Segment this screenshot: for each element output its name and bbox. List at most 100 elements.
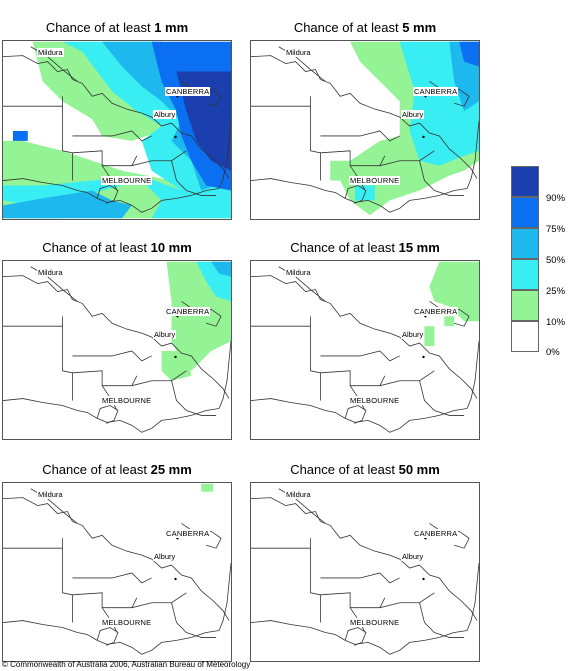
town-marker	[174, 355, 177, 359]
boundary-line	[310, 316, 321, 401]
probability-area	[3, 175, 231, 219]
panel-title: Chance of at least 25 mm	[42, 462, 192, 477]
boundary-line	[344, 405, 367, 424]
boundary-line	[251, 178, 468, 213]
boundary-line	[3, 620, 220, 655]
boundary-line	[3, 178, 220, 213]
legend-swatch-25	[511, 259, 539, 290]
probability-area	[161, 350, 192, 381]
panel-title: Chance of at least 1 mm	[45, 20, 189, 35]
boundary-line	[72, 150, 138, 167]
town-marker	[422, 577, 425, 581]
boundary-line	[72, 572, 152, 584]
probability-area	[429, 261, 479, 322]
boundary-line	[3, 497, 230, 621]
boundary-line	[62, 538, 73, 623]
probability-area	[3, 190, 132, 219]
boundary-line	[72, 350, 152, 362]
boundary-line	[320, 592, 386, 609]
boundary-line	[379, 150, 435, 167]
legend-swatch-75	[511, 197, 539, 228]
boundary-line	[72, 592, 138, 609]
legend-swatch-0	[511, 321, 539, 352]
probability-area	[12, 130, 28, 141]
place-label-melbourne: MELBOURNE	[101, 176, 153, 185]
legend-label-25: 25%	[546, 286, 566, 297]
town-marker	[174, 135, 177, 139]
probability-area	[424, 326, 435, 347]
boundary-line	[72, 370, 138, 387]
legend-label-75: 75%	[546, 224, 566, 235]
legend-swatch-50	[511, 228, 539, 259]
town-marker	[422, 135, 425, 139]
boundary-line	[96, 627, 119, 646]
place-label-melbourne: MELBOURNE	[349, 176, 401, 185]
place-label-albury: Albury	[401, 330, 425, 339]
map-canvas	[3, 41, 231, 219]
boundary-line	[171, 160, 217, 196]
boundary-line	[419, 380, 465, 416]
place-label-mildura: Mildura	[285, 268, 312, 277]
boundary-line	[419, 160, 465, 196]
boundary-line	[320, 370, 386, 387]
boundary-line	[3, 275, 230, 399]
place-label-canberra: CANBERRA	[165, 529, 211, 538]
panel-title: Chance of at least 5 mm	[293, 20, 437, 35]
place-label-melbourne: MELBOURNE	[349, 618, 401, 627]
copyright-notice: © Commonwealth of Australia 2006, Austra…	[2, 660, 251, 669]
place-label-melbourne: MELBOURNE	[101, 618, 153, 627]
place-label-albury: Albury	[153, 330, 177, 339]
boundary-line	[344, 627, 367, 646]
rainfall-probability-map: Mildura CANBERRA Albury MELBOURNE	[250, 40, 480, 220]
rainfall-probability-map: Mildura CANBERRA Albury MELBOURNE	[2, 482, 232, 662]
rainfall-probability-map: Mildura CANBERRA Albury MELBOURNE	[250, 260, 480, 440]
boundary-line	[3, 55, 230, 179]
place-label-albury: Albury	[153, 110, 177, 119]
boundary-line	[379, 370, 435, 387]
boundary-line	[3, 398, 220, 433]
boundary-line	[466, 563, 479, 631]
boundary-line	[251, 275, 478, 399]
place-label-albury: Albury	[401, 110, 425, 119]
boundary-line	[251, 398, 468, 433]
probability-area	[201, 483, 214, 492]
rainfall-probability-map: Mildura CANBERRA Albury MELBOURNE	[250, 482, 480, 662]
place-label-canberra: CANBERRA	[165, 87, 211, 96]
boundary-line	[218, 563, 231, 631]
boundary-line	[466, 121, 479, 189]
boundary-line	[131, 592, 187, 609]
boundary-line	[96, 185, 119, 204]
probability-area	[444, 316, 455, 327]
map-canvas	[251, 41, 479, 216]
legend-label-0: 0%	[546, 347, 560, 358]
rainfall-probability-map: Mildura CANBERRA Albury MELBOURNE	[2, 40, 232, 220]
panel-title: Chance of at least 10 mm	[42, 240, 192, 255]
boundary-line	[96, 405, 119, 424]
place-label-canberra: CANBERRA	[413, 529, 459, 538]
map-canvas	[3, 261, 231, 433]
boundary-line	[466, 341, 479, 409]
map-canvas	[251, 261, 479, 433]
place-label-mildura: Mildura	[37, 268, 64, 277]
place-label-albury: Albury	[153, 552, 177, 561]
boundary-line	[344, 185, 367, 204]
place-label-canberra: CANBERRA	[165, 307, 211, 316]
place-label-canberra: CANBERRA	[413, 307, 459, 316]
probability-area	[211, 261, 231, 277]
boundary-line	[320, 350, 400, 362]
boundary-line	[171, 602, 217, 638]
place-label-mildura: Mildura	[285, 48, 312, 57]
panel-title: Chance of at least 50 mm	[290, 462, 440, 477]
boundary-line	[310, 96, 321, 181]
probability-area	[459, 41, 479, 67]
legend-label-90: 90%	[546, 193, 566, 204]
boundary-line	[131, 150, 187, 167]
legend-label-10: 10%	[546, 317, 566, 328]
legend-swatch-90	[511, 166, 539, 197]
boundary-line	[62, 316, 73, 401]
legend-label-50: 50%	[546, 255, 566, 266]
place-label-melbourne: MELBOURNE	[349, 396, 401, 405]
boundary-line	[251, 55, 478, 179]
map-canvas	[251, 488, 479, 655]
legend-swatch-10	[511, 290, 539, 321]
